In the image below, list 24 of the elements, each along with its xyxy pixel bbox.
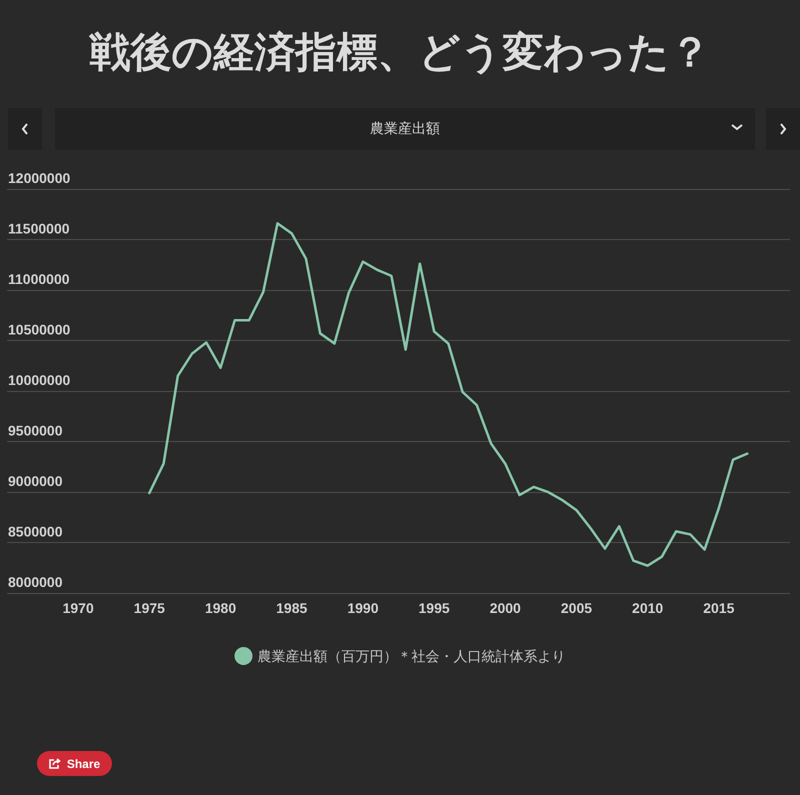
chart-subtitle: 農業産出額 — [370, 120, 440, 138]
y-tick-label: 10500000 — [8, 322, 71, 338]
y-tick-label: 11500000 — [8, 220, 70, 236]
x-tick-label: 2015 — [703, 600, 735, 616]
y-tick-label: 10000000 — [8, 372, 71, 388]
x-tick-label: 1970 — [62, 600, 94, 616]
y-tick-label: 8500000 — [8, 524, 63, 540]
chart-title: 戦後の経済指標、どう変わった？ — [88, 27, 712, 78]
y-tick-label: 11000000 — [8, 271, 70, 287]
x-tick-label: 2000 — [490, 600, 522, 616]
x-tick-label: 1995 — [418, 600, 450, 616]
x-tick-label: 1975 — [134, 600, 166, 616]
y-tick-label: 12000000 — [8, 170, 71, 186]
legend-label: 農業産出額（百万円）＊社会・人口統計体系より — [258, 648, 566, 664]
y-tick-label: 9000000 — [8, 473, 63, 489]
x-tick-label: 1990 — [347, 600, 379, 616]
x-tick-label: 1985 — [276, 600, 308, 616]
x-tick-label: 2010 — [632, 600, 664, 616]
x-tick-label: 2005 — [560, 600, 592, 616]
y-tick-label: 8000000 — [8, 574, 63, 590]
x-tick-label: 1980 — [204, 600, 236, 616]
dropdown: 農業産出額 — [55, 108, 755, 150]
y-tick-label: 9500000 — [8, 422, 63, 438]
share-button: Share — [37, 751, 112, 776]
